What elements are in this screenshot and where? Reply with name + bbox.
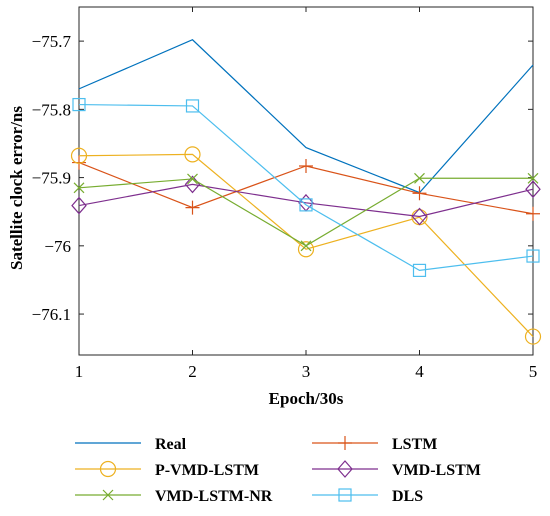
x-tick-label: 1 xyxy=(75,362,84,381)
legend-item-p-vmd-lstm: P-VMD-LSTM xyxy=(75,460,259,479)
data-point-vmd-lstm xyxy=(411,207,428,226)
series-line-vmd-lstm xyxy=(78,183,534,218)
data-point-lstm xyxy=(412,186,427,201)
data-point-lstm xyxy=(526,206,540,221)
data-point-p-vmd-lstm xyxy=(524,328,542,345)
series-line-vmd-lstm-nr xyxy=(78,177,533,247)
legend-marker-dls xyxy=(338,488,352,502)
legend-marker-p-vmd-lstm xyxy=(99,460,117,478)
data-point-dls xyxy=(299,198,313,212)
x-tick-label: 3 xyxy=(302,362,311,381)
series-line-dls xyxy=(78,103,534,272)
legend-marker-vmd-lstm xyxy=(337,460,353,478)
data-point-vmd-lstm-nr xyxy=(300,240,312,252)
y-tick-label: −76.1 xyxy=(32,305,71,324)
legend-item-real: Real xyxy=(75,436,187,453)
y-tick-label: −75.8 xyxy=(32,100,71,119)
x-tick-label: 5 xyxy=(529,362,538,381)
y-tick-label: −75.7 xyxy=(32,32,72,51)
series-line-real xyxy=(78,39,534,194)
data-point-vmd-lstm xyxy=(71,196,87,215)
legend-label-vmd-lstm: VMD-LSTM xyxy=(392,462,481,479)
legend-item-vmd-lstm: VMD-LSTM xyxy=(312,460,481,479)
x-tick-label: 2 xyxy=(188,362,197,381)
legend-item-vmd-lstm-nr: VMD-LSTM-NR xyxy=(75,488,273,505)
data-point-vmd-lstm-nr xyxy=(527,172,539,184)
data-point-dls xyxy=(526,249,540,263)
legend-label-real: Real xyxy=(155,436,187,453)
y-axis-label: Satellite clock error/ns xyxy=(7,106,26,270)
legend: Real LSTM P-VMD-LSTM VMD-LSTM VMD-LSTM-NR DLS xyxy=(75,436,481,505)
y-tick-label: −75.9 xyxy=(32,169,71,188)
x-tick-label: 4 xyxy=(415,362,424,381)
legend-marker-lstm xyxy=(338,436,352,450)
data-point-lstm xyxy=(185,200,200,215)
data-point-vmd-lstm-nr xyxy=(414,172,425,184)
data-point-lstm xyxy=(299,158,313,173)
legend-label-dls: DLS xyxy=(392,488,423,505)
plot-area: 1 2 3 4 5 −75.7 −75.8 −75.9 −76 −76.1 xyxy=(32,6,542,381)
data-point-vmd-lstm-nr xyxy=(187,173,198,185)
series-line-p-vmd-lstm xyxy=(78,153,534,337)
legend-label-vmd-lstm-nr: VMD-LSTM-NR xyxy=(155,488,273,505)
data-point-dls xyxy=(72,97,86,112)
data-point-p-vmd-lstm xyxy=(184,146,201,163)
y-tick-label: −76 xyxy=(44,237,71,256)
legend-label-lstm: LSTM xyxy=(392,436,437,453)
data-point-lstm xyxy=(72,155,86,170)
data-point-vmd-lstm-nr xyxy=(73,182,85,194)
legend-item-dls: DLS xyxy=(312,488,423,505)
data-point-p-vmd-lstm xyxy=(297,241,315,258)
data-point-dls xyxy=(412,263,427,277)
legend-label-p-vmd-lstm: P-VMD-LSTM xyxy=(155,462,259,479)
data-point-dls xyxy=(185,99,200,113)
data-point-p-vmd-lstm xyxy=(70,147,88,164)
legend-item-lstm: LSTM xyxy=(312,436,437,453)
x-axis-label: Epoch/30s xyxy=(269,389,344,408)
legend-marker-vmd-lstm-nr xyxy=(102,489,114,501)
data-point-vmd-lstm xyxy=(525,180,541,199)
